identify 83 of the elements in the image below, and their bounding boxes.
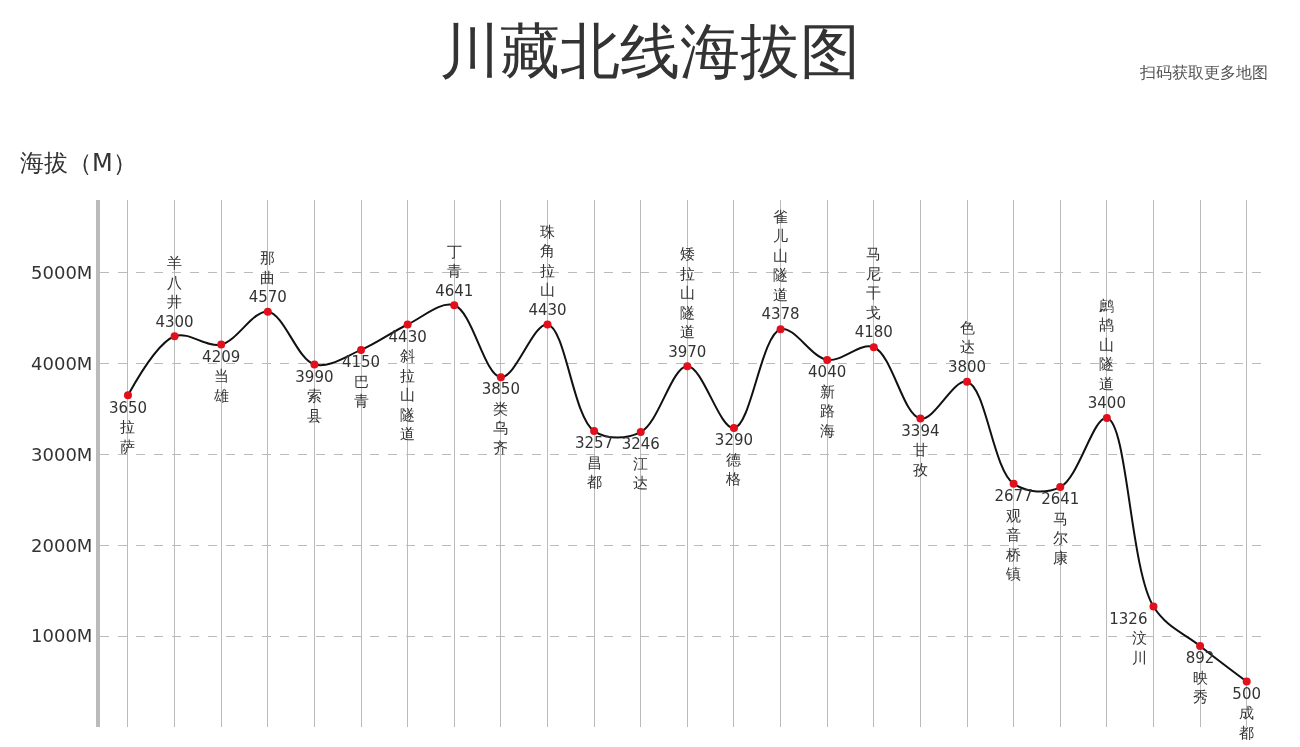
x-tick-label: 拉萨 (120, 418, 136, 456)
data-label: 4378 (761, 305, 800, 324)
y-tick-label: 3000M (31, 443, 93, 465)
point (1149, 602, 1158, 611)
data-label: 4150 (341, 353, 381, 372)
chart-title: 川藏北线海拔图 (440, 15, 860, 86)
point (636, 428, 645, 437)
data-label: 3850 (481, 380, 520, 399)
y-tick-label: 1000M (31, 625, 93, 647)
data-label: 4300 (155, 312, 194, 331)
data-label: 4209 (202, 347, 241, 366)
data-label: 3650 (108, 398, 148, 417)
x-tick-label: 珠角拉山 (539, 222, 555, 300)
x-tick-label: 马尔康 (1052, 509, 1068, 567)
x-tick-label: 甘孜 (912, 441, 928, 479)
data-label: 500 (1232, 684, 1262, 703)
point (403, 320, 412, 329)
x-tick-label: 汶川 (1132, 629, 1148, 667)
data-label: 4430 (528, 300, 567, 319)
x-tick-label: 类乌齐 (493, 399, 509, 457)
point (729, 424, 738, 433)
x-tick-label: 那曲 (260, 249, 276, 287)
data-label: 3394 (901, 421, 940, 440)
x-tick-label: 马尼干戈 (866, 245, 882, 322)
point (916, 414, 925, 423)
x-tick-label: 德格 (725, 450, 742, 489)
data-label: 4641 (435, 281, 474, 300)
x-tick-label: 昌都 (586, 453, 602, 492)
point (543, 320, 552, 329)
x-tick-label: 映秀 (1192, 668, 1208, 707)
y-tick-label: 5000M (31, 261, 93, 283)
point (823, 355, 832, 364)
x-tick-label: 观音桥镇 (1005, 506, 1022, 584)
point (1009, 479, 1018, 488)
point (217, 340, 226, 349)
point (963, 377, 972, 386)
data-label: 3970 (668, 342, 707, 361)
point (1056, 483, 1065, 492)
point (310, 360, 319, 369)
data-label: 3290 (714, 431, 754, 450)
data-label: 3990 (295, 367, 334, 386)
data-label: 1326 (1109, 609, 1148, 628)
x-tick-label: 雀儿山隧道 (773, 207, 789, 304)
x-tick-label: 江达 (633, 454, 649, 493)
y-tick-label: 4000M (31, 352, 93, 374)
x-tick-label: 成都 (1239, 704, 1255, 742)
data-label: 2677 (994, 487, 1033, 506)
data-label: 3800 (947, 357, 987, 376)
point (590, 427, 599, 436)
x-tick-label: 巴青 (353, 372, 369, 411)
x-tick-label: 新路海 (819, 382, 835, 440)
data-label: 4570 (248, 288, 287, 307)
point (450, 301, 459, 310)
data-label: 4180 (854, 323, 893, 342)
point (683, 362, 692, 371)
x-tick-label: 羊八井 (167, 254, 183, 312)
point (776, 325, 785, 334)
point (123, 391, 132, 400)
x-tick-label: 丁青 (446, 242, 462, 281)
point (170, 332, 179, 341)
x-tick-label: 索县 (306, 387, 322, 425)
y-axis-title: 海拔（M） (20, 149, 137, 177)
x-tick-label: 斜拉山隧道 (400, 347, 416, 444)
x-tick-label: 色达 (959, 318, 975, 357)
point (263, 307, 272, 316)
point (496, 373, 505, 382)
x-tick-label: 鹧鸪山隧道 (1099, 296, 1115, 393)
point (1196, 641, 1205, 650)
data-label: 3400 (1087, 394, 1126, 413)
data-label: 2641 (1041, 490, 1080, 509)
data-label: 3246 (621, 435, 660, 454)
point (357, 345, 366, 354)
data-label: 3257 (575, 434, 614, 453)
data-label: 4430 (388, 327, 427, 346)
y-tick-label: 2000M (31, 534, 93, 556)
x-tick-label: 当雄 (212, 367, 229, 405)
point (1242, 677, 1251, 686)
data-label: 4040 (808, 363, 847, 382)
point (1102, 414, 1111, 423)
text: 扫码获取更多地图 (1139, 63, 1268, 82)
point (869, 343, 878, 352)
x-tick-label: 矮拉山隧道 (679, 245, 695, 342)
data-label: 892 (1185, 649, 1215, 668)
